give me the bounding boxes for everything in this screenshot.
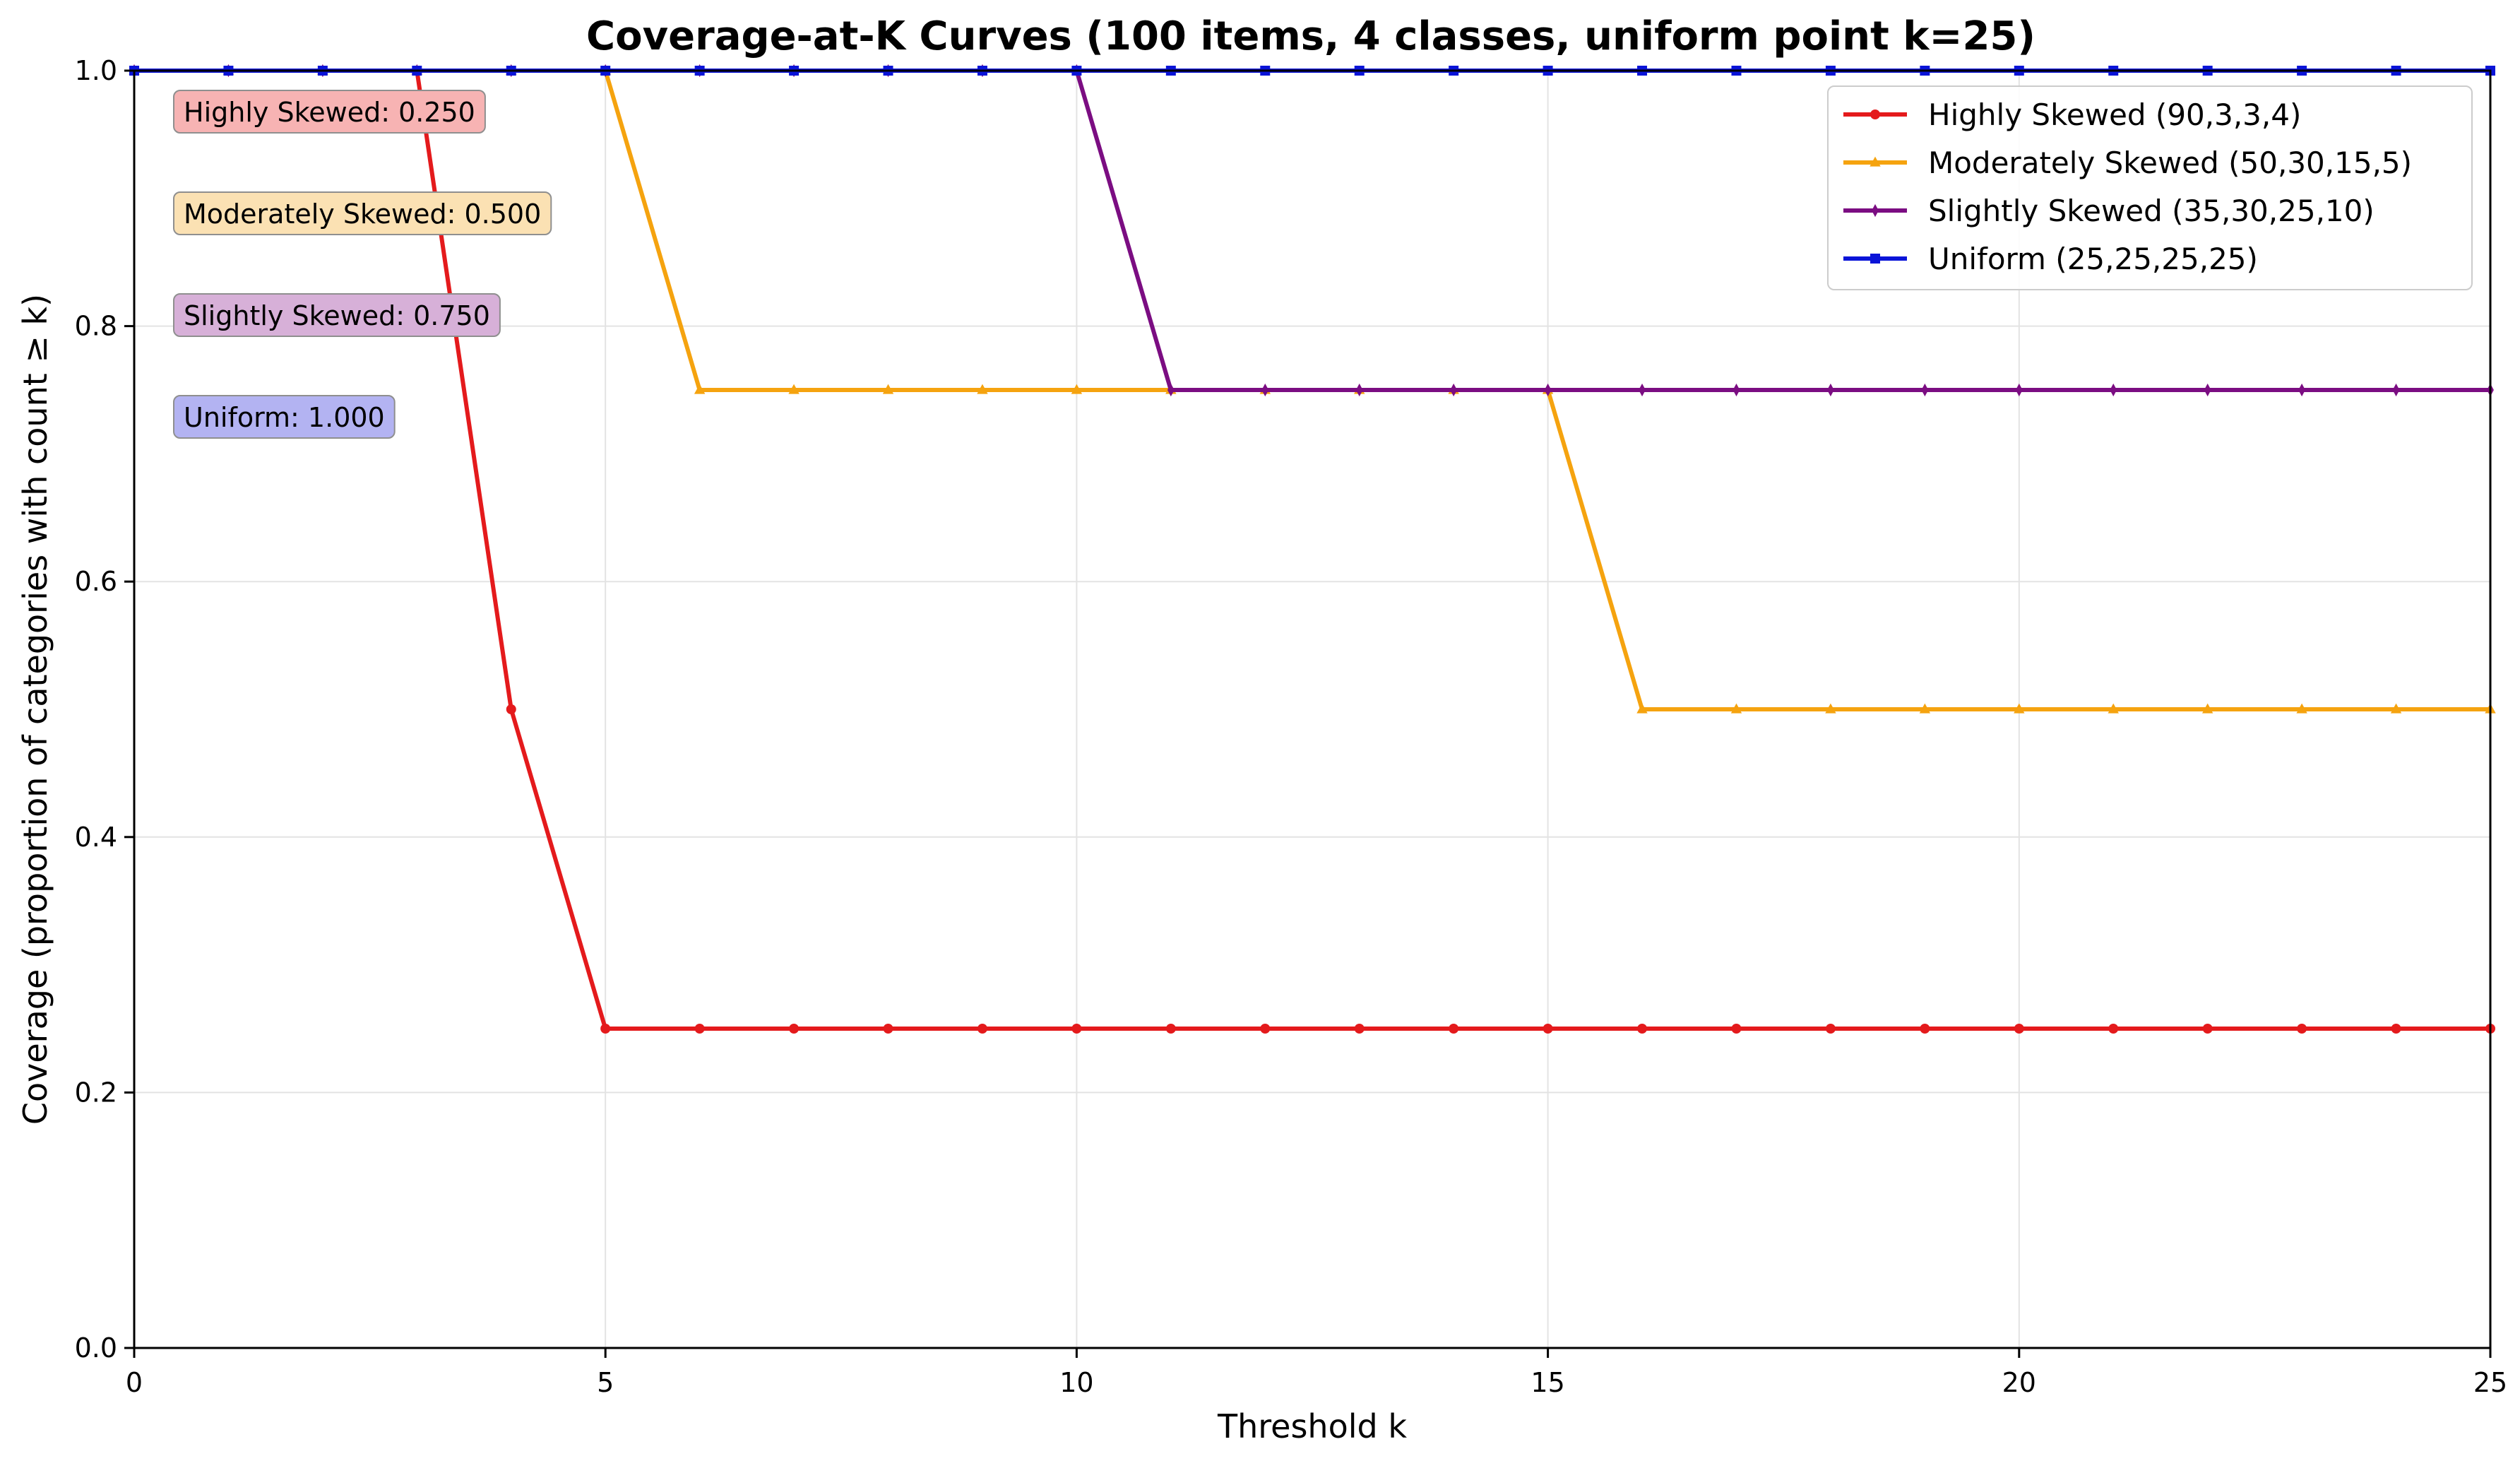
x-tick-label: 5: [597, 1367, 614, 1398]
annotation-label: Uniform: 1.000: [184, 402, 385, 433]
annotation-box: Slightly Skewed: 0.750: [173, 293, 501, 337]
annotation-background: [173, 90, 486, 134]
data-point: [977, 1024, 987, 1034]
data-point: [1543, 1024, 1553, 1034]
data-point: [1827, 383, 1834, 397]
data-point: [2014, 703, 2025, 714]
value-annotations: Highly Skewed: 0.250 Moderately Skewed: 0…: [173, 90, 552, 439]
data-point: [1732, 383, 1740, 397]
data-point: [789, 1024, 800, 1034]
data-point: [1071, 384, 1083, 394]
data-point: [1167, 383, 1175, 397]
legend-frame: [1827, 85, 2473, 290]
data-point: [1165, 1024, 1176, 1034]
data-point: [600, 1024, 611, 1034]
data-point: [1355, 383, 1363, 397]
data-point: [1450, 383, 1458, 397]
data-point: [1636, 703, 1648, 714]
plot-frame: [133, 69, 2492, 1349]
data-point: [1730, 703, 1742, 714]
legend-entry: Uniform (25,25,25,25): [1843, 242, 2258, 276]
legend: Highly Skewed (90,3,3,4) Moderately Skewe…: [1827, 85, 2473, 290]
legend-entry: Slightly Skewed (35,30,25,10): [1843, 194, 2375, 228]
data-point: [1260, 1024, 1271, 1034]
y-tick-label: 0.6: [75, 566, 117, 597]
annotation-box: Moderately Skewed: 0.500: [173, 191, 552, 235]
data-point: [1071, 1024, 1082, 1034]
chart-title: Coverage-at-K Curves (100 items, 4 class…: [586, 13, 2035, 59]
data-point: [1825, 1024, 1836, 1034]
data-point: [2108, 703, 2119, 714]
legend-label: Highly Skewed (90,3,3,4): [1928, 97, 2301, 132]
data-point: [2297, 1024, 2307, 1034]
data-point: [2391, 1024, 2401, 1034]
data-point: [1870, 254, 1880, 264]
x-axis-label: Threshold k: [1217, 1407, 1407, 1445]
y-tick-label: 0.0: [75, 1332, 117, 1364]
data-point: [2201, 703, 2213, 714]
legend-label: Uniform (25,25,25,25): [1928, 242, 2258, 276]
annotation-label: Slightly Skewed: 0.750: [184, 300, 490, 331]
data-point: [1825, 703, 1836, 714]
annotation-background: [173, 191, 552, 235]
y-tick-label: 0.8: [75, 311, 117, 342]
data-point: [1920, 1024, 1930, 1034]
y-axis-label: Coverage (proportion of categories with …: [16, 294, 54, 1125]
data-point: [2204, 383, 2211, 397]
data-point: [1872, 203, 1879, 218]
data-point: [1354, 1024, 1365, 1034]
data-point: [694, 1024, 705, 1034]
x-tick-label: 0: [126, 1367, 143, 1398]
data-point: [694, 384, 706, 394]
x-tick-label: 10: [1059, 1367, 1093, 1398]
legend-label: Moderately Skewed (50,30,15,5): [1928, 146, 2412, 180]
x-tick-label: 15: [1531, 1367, 1564, 1398]
annotation-background: [173, 395, 396, 439]
data-point: [1870, 110, 1880, 119]
data-point: [1921, 383, 1929, 397]
data-point: [788, 384, 800, 394]
data-point: [2108, 1024, 2119, 1034]
annotation-background: [173, 293, 501, 337]
y-tick-label: 1.0: [75, 55, 117, 86]
data-point: [883, 1024, 893, 1034]
data-point: [1449, 1024, 1459, 1034]
data-point: [2014, 1024, 2024, 1034]
legend-entry: Highly Skewed (90,3,3,4): [1843, 97, 2301, 132]
x-tick-label: 20: [2002, 1367, 2036, 1398]
data-point: [1544, 383, 1552, 397]
data-point: [1731, 1024, 1742, 1034]
data-point: [2298, 383, 2306, 397]
y-tick-label: 0.4: [75, 822, 117, 853]
data-point: [2392, 383, 2400, 397]
data-point: [2296, 703, 2307, 714]
data-point: [2110, 383, 2117, 397]
data-point: [1637, 1024, 1648, 1034]
legend-label: Slightly Skewed (35,30,25,10): [1928, 194, 2375, 228]
x-axis: 0 5 10 15 20 25: [126, 1348, 2507, 1398]
data-point: [882, 384, 894, 394]
y-tick-label: 0.2: [75, 1077, 117, 1108]
data-point: [1919, 703, 1931, 714]
annotation-box: Highly Skewed: 0.250: [173, 90, 486, 134]
annotation-label: Highly Skewed: 0.250: [184, 97, 475, 128]
data-point: [1261, 383, 1269, 397]
data-point: [506, 704, 516, 714]
data-point: [1870, 156, 1881, 167]
data-point: [977, 384, 988, 394]
y-axis: 0.0 0.2 0.4 0.6 0.8 1.0: [75, 55, 134, 1364]
data-point: [1639, 383, 1646, 397]
legend-entry: Moderately Skewed (50,30,15,5): [1843, 146, 2412, 180]
annotation-box: Uniform: 1.000: [173, 395, 396, 439]
data-point: [2015, 383, 2023, 397]
series-line: [134, 69, 2490, 1031]
data-point: [2390, 703, 2402, 714]
data-point: [2202, 1024, 2213, 1034]
annotation-label: Moderately Skewed: 0.500: [184, 199, 541, 230]
x-tick-label: 25: [2473, 1367, 2507, 1398]
